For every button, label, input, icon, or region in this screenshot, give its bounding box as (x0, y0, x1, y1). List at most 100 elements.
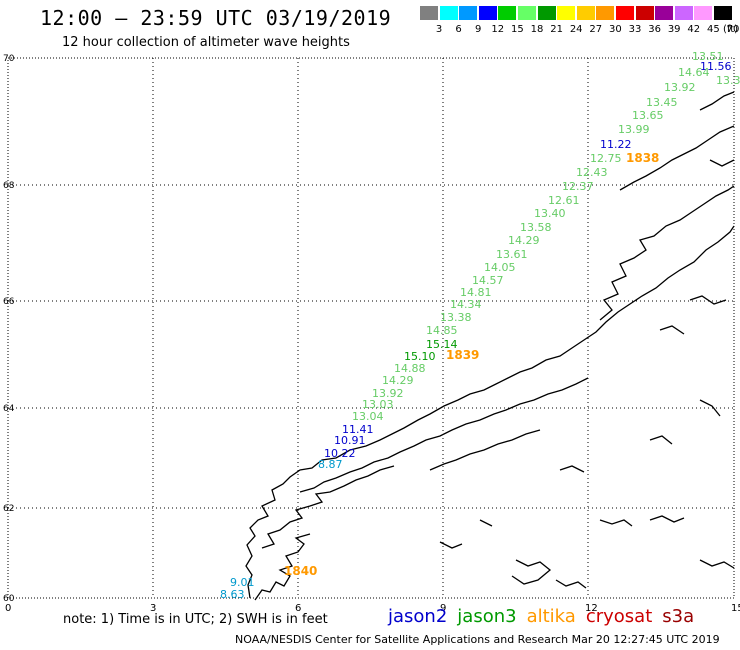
legend-label: 3 (435, 24, 443, 35)
wave-height-label: 12.43 (576, 166, 608, 179)
wave-height-label: 14.81 (460, 286, 492, 299)
wave-height-label: 13.65 (632, 109, 664, 122)
legend-swatch (714, 6, 732, 20)
legend-swatch (616, 6, 634, 20)
coastline-segment (254, 533, 311, 601)
lon-label: 15 (731, 603, 740, 614)
wave-height-label: 15.10 (404, 350, 436, 363)
coastline-segment (299, 377, 589, 493)
wave-height-label: 14.64 (678, 66, 710, 79)
legend-swatch (674, 6, 693, 20)
lon-label: 3 (150, 603, 156, 614)
satellite-s3a: s3a (662, 606, 695, 627)
wave-height-label: 8.63 (220, 588, 245, 601)
legend-swatch (635, 6, 654, 20)
satellite-cryosat: cryosat (585, 606, 653, 627)
coastline-segment (659, 325, 685, 335)
legend-unit: (ft) (723, 24, 739, 35)
legend-swatch (655, 6, 674, 20)
coastline-segment (619, 125, 735, 191)
legend-swatch (459, 6, 478, 20)
coastline-segment (649, 435, 673, 445)
coastline-segment (555, 579, 587, 589)
legend-label: 70 (726, 24, 740, 35)
lat-label: 70 (3, 54, 15, 64)
legend-swatch (557, 6, 576, 20)
coastline-segment (699, 91, 735, 111)
lon-label: 12 (585, 603, 598, 614)
legend-swatch (478, 6, 497, 20)
legend-label: 9 (475, 24, 482, 35)
wave-height-label: 13.61 (496, 248, 528, 261)
wave-height-label: 10.91 (334, 434, 366, 447)
wave-height-label: 13.92 (372, 387, 404, 400)
satellite-jason3: jason3 (457, 606, 517, 627)
legend-swatch (537, 6, 556, 20)
legend-swatch (518, 6, 536, 20)
coastline-segment (599, 185, 735, 321)
legend-swatch (596, 6, 615, 20)
legend-label: 42 (687, 24, 701, 35)
wave-height-label: 11.56 (700, 60, 732, 73)
legend-label: 6 (455, 24, 462, 35)
satellite-legend: jason2 jason3 altika cryosat s3a (388, 606, 704, 627)
lon-label: 9 (440, 603, 446, 614)
coastline-segment (245, 225, 735, 599)
legend-swatch (420, 6, 438, 20)
map-frame (7, 57, 735, 599)
wave-height-label: 13.45 (646, 96, 678, 109)
footer-note: note: 1) Time is in UTC; 2) SWH is in fe… (63, 612, 328, 627)
wave-height-label: 14.85 (426, 324, 458, 337)
lat-label: 60 (3, 594, 15, 604)
pass-time-labels: 1838 1839 1840 (284, 151, 659, 578)
lat-label: 68 (3, 181, 15, 191)
wave-height-label: 14.57 (472, 274, 504, 287)
wave-height-label: 12.37 (562, 180, 594, 193)
coastline-segment (699, 399, 721, 417)
wave-height-label: 13.40 (534, 207, 566, 220)
coastline-segment (699, 559, 735, 569)
axis-labels: 70 68 66 64 62 600 3 6 9 12 15 (3, 54, 740, 614)
color-legend: 3 6 9 12 15 18 21 24 27 30 33 36 39 42 45 70 (420, 4, 739, 36)
legend-label: 15 (511, 24, 524, 35)
wave-height-label: 14.29 (508, 234, 540, 247)
wave-height-label: 11.41 (342, 423, 374, 436)
grid-lines (8, 58, 734, 598)
legend-label: 12 (491, 24, 505, 35)
lat-label: 62 (3, 504, 14, 514)
legend-label: 18 (530, 24, 544, 35)
map-title: 12:00 – 23:59 UTC 03/19/2019 (40, 6, 392, 30)
legend-swatch (694, 6, 713, 20)
wave-height-label: 14.05 (484, 261, 516, 274)
wave-height-label: 12.61 (548, 194, 580, 207)
wave-height-label: 9.01 (230, 576, 255, 589)
wave-height-label: 14.29 (382, 374, 414, 387)
lat-label: 66 (3, 297, 15, 307)
wave-height-label: 13.58 (520, 221, 552, 234)
coastline-segment (511, 559, 552, 585)
wave-height-label: 14.34 (450, 298, 482, 311)
wave-height-label: 11.22 (600, 138, 632, 151)
coastline-segment (261, 465, 395, 549)
legend-label: 33 (628, 24, 642, 35)
coastline-segment (429, 429, 541, 471)
lat-label: 64 (3, 404, 15, 414)
wave-height-label: 10.22 (324, 447, 356, 460)
coastline (245, 91, 735, 601)
coastline-segment (709, 159, 735, 167)
coastline-segment (479, 519, 493, 527)
lon-label: 0 (5, 603, 11, 614)
coastline-segment (689, 295, 727, 305)
coastline-segment (439, 541, 463, 549)
legend-swatch (576, 6, 595, 20)
satellite-altika: altika (526, 606, 576, 627)
legend-swatch (439, 6, 458, 20)
legend-label: 39 (667, 24, 681, 35)
coastline-segment (649, 515, 685, 523)
wave-height-label: 13.51 (692, 50, 724, 63)
legend-label: 24 (569, 24, 583, 35)
wave-height-label: 13.04 (352, 410, 384, 423)
legend-label: 30 (609, 24, 622, 35)
